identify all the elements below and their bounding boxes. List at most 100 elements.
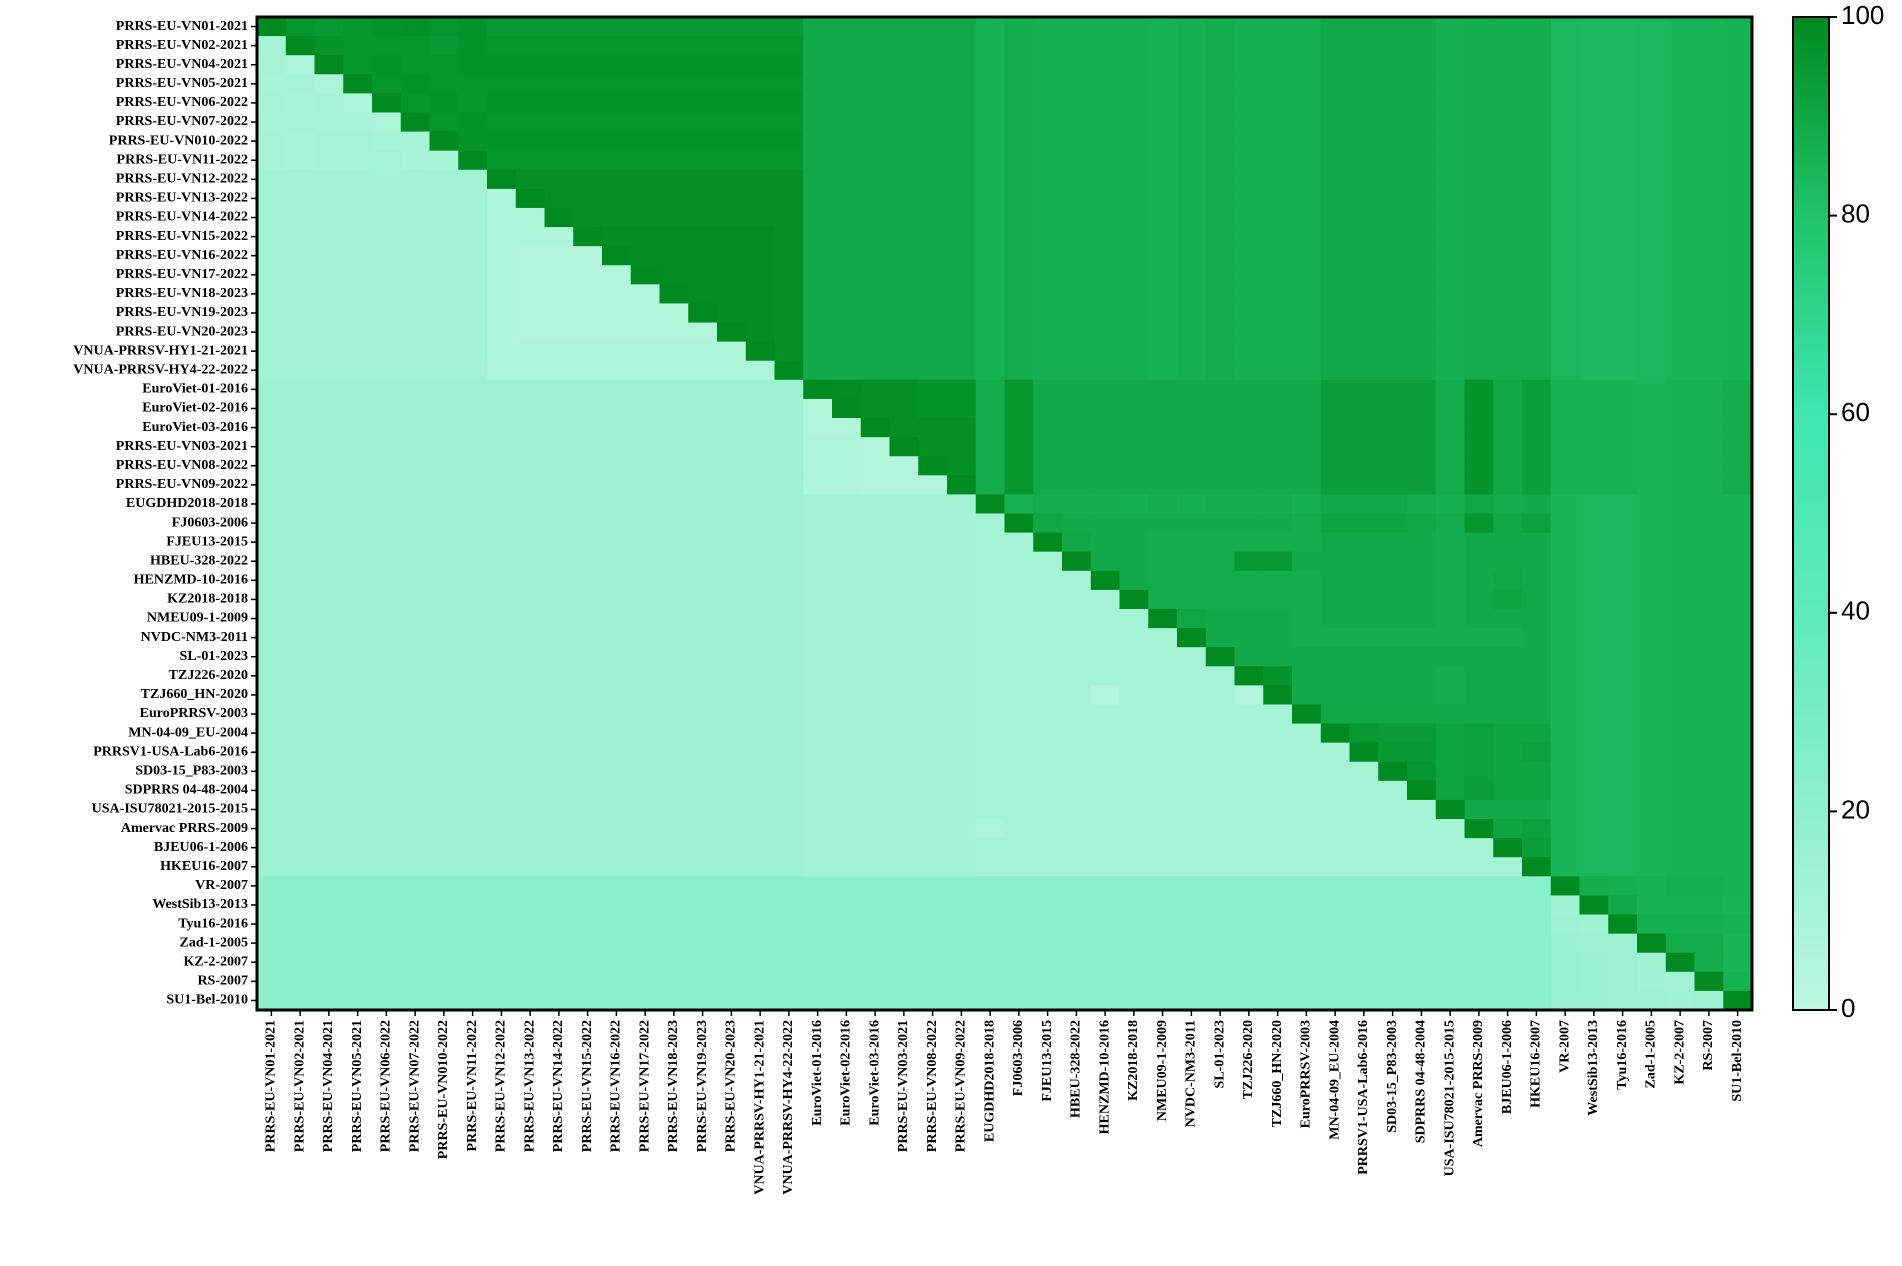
heatmap-cell xyxy=(1004,838,1034,858)
heatmap-cell xyxy=(1665,475,1695,495)
heatmap-cell xyxy=(515,188,545,209)
heatmap-cell xyxy=(659,341,689,362)
heatmap-cell xyxy=(774,570,804,591)
heatmap-cell xyxy=(400,131,430,152)
heatmap-cell xyxy=(1205,475,1235,495)
heatmap-cell xyxy=(1320,341,1350,362)
heatmap-cell xyxy=(1349,876,1379,896)
heatmap-cell xyxy=(630,647,660,667)
heatmap-cell xyxy=(1407,303,1437,324)
heatmap-cell xyxy=(372,838,402,858)
heatmap-cell xyxy=(1320,990,1350,1011)
heatmap-cell xyxy=(602,131,632,152)
heatmap-cell xyxy=(1090,857,1120,877)
heatmap-cell xyxy=(1234,685,1264,705)
heatmap-cell xyxy=(1177,685,1207,705)
heatmap-cell xyxy=(1349,551,1379,572)
heatmap-cell xyxy=(1033,838,1063,858)
heatmap-cell xyxy=(1292,17,1322,37)
heatmap-cell xyxy=(774,456,804,476)
heatmap-cell xyxy=(429,246,459,266)
heatmap-cell xyxy=(1694,513,1724,534)
heatmap-cell xyxy=(1464,761,1494,782)
heatmap-cell xyxy=(1177,761,1207,782)
heatmap-cell xyxy=(602,437,632,457)
heatmap-cell xyxy=(918,799,948,820)
heatmap-cell xyxy=(1349,799,1379,820)
heatmap-cell xyxy=(774,551,804,572)
heatmap-cell xyxy=(659,704,689,725)
heatmap-cell xyxy=(1090,265,1120,285)
heatmap-cell xyxy=(285,933,315,954)
heatmap-cell xyxy=(1608,971,1638,992)
heatmap-cell xyxy=(1378,398,1408,419)
heatmap-cell xyxy=(975,914,1005,935)
y-tick-label: HENZMD-10-2016 xyxy=(134,573,248,588)
heatmap-cell xyxy=(1665,819,1695,839)
heatmap-cell xyxy=(1407,456,1437,476)
heatmap-cell xyxy=(1493,437,1523,457)
heatmap-cell xyxy=(458,704,488,725)
heatmap-cell xyxy=(1550,914,1580,935)
heatmap-cell xyxy=(918,188,948,209)
y-tick-label: KZ-2-2007 xyxy=(183,954,248,969)
heatmap-cell xyxy=(400,933,430,954)
heatmap-cell xyxy=(1033,93,1063,113)
heatmap-cell xyxy=(1723,398,1753,419)
heatmap-cell xyxy=(257,990,287,1011)
heatmap-cell xyxy=(1522,532,1552,553)
heatmap-cell xyxy=(602,838,632,858)
heatmap-cell xyxy=(1234,628,1264,648)
heatmap-cell xyxy=(1608,551,1638,572)
heatmap-cell xyxy=(630,360,660,381)
heatmap-cell xyxy=(1378,303,1408,324)
heatmap-cell xyxy=(314,742,344,763)
heatmap-cell xyxy=(1550,131,1580,152)
heatmap-cell xyxy=(602,360,632,381)
heatmap-cell xyxy=(688,284,718,304)
heatmap-cell xyxy=(1033,589,1063,610)
heatmap-cell xyxy=(1608,74,1638,94)
heatmap-cell xyxy=(1407,74,1437,94)
heatmap-cell xyxy=(314,857,344,877)
heatmap-cell xyxy=(1320,36,1350,56)
heatmap-cell xyxy=(1435,761,1465,782)
heatmap-cell xyxy=(1062,971,1092,992)
heatmap-cell xyxy=(1694,207,1724,228)
heatmap-cell xyxy=(1320,761,1350,782)
heatmap-cell xyxy=(429,360,459,381)
heatmap-cell xyxy=(544,780,574,801)
heatmap-cell xyxy=(400,398,430,419)
heatmap-cell xyxy=(1694,494,1724,514)
heatmap-cell xyxy=(803,131,833,152)
heatmap-cell xyxy=(1177,876,1207,896)
heatmap-cell xyxy=(458,265,488,285)
heatmap-cell xyxy=(860,36,890,56)
heatmap-cell xyxy=(1464,532,1494,553)
heatmap-cell xyxy=(1694,437,1724,457)
heatmap-cell xyxy=(602,456,632,476)
x-tick-label: PRRS-EU-VN12-2022 xyxy=(494,1020,509,1152)
heatmap-cell xyxy=(1349,112,1379,133)
heatmap-cell xyxy=(1177,513,1207,534)
heatmap-cell xyxy=(1205,456,1235,476)
heatmap-cell xyxy=(803,532,833,553)
heatmap-cell xyxy=(1435,17,1465,37)
heatmap-cell xyxy=(975,265,1005,285)
heatmap-cell xyxy=(343,704,373,725)
heatmap-cell xyxy=(1119,532,1149,553)
heatmap-cell xyxy=(1234,246,1264,266)
heatmap-cell xyxy=(1148,55,1178,75)
heatmap-cell xyxy=(458,742,488,763)
heatmap-cell xyxy=(659,895,689,916)
heatmap-cell xyxy=(257,570,287,591)
heatmap-cell xyxy=(688,456,718,476)
heatmap-cell xyxy=(487,456,517,476)
heatmap-cell xyxy=(918,36,948,56)
heatmap-cell xyxy=(343,532,373,553)
heatmap-cell xyxy=(947,838,977,858)
heatmap-cell xyxy=(1205,360,1235,381)
heatmap-cell xyxy=(803,284,833,304)
heatmap-cell xyxy=(1435,456,1465,476)
heatmap-cell xyxy=(1608,914,1638,935)
